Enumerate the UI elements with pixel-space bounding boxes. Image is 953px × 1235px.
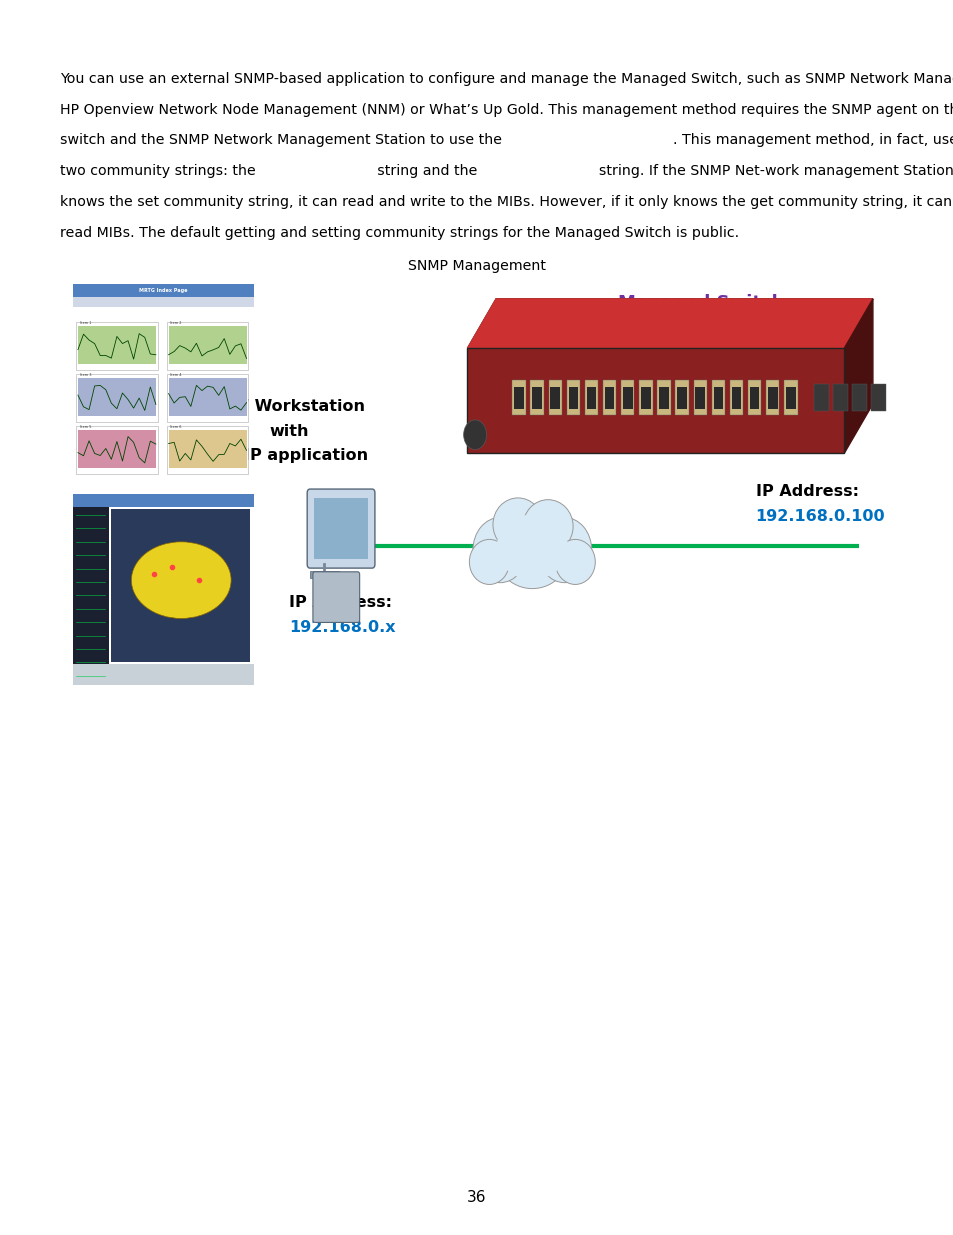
Polygon shape: [843, 299, 872, 453]
Text: SNMP application: SNMP application: [210, 448, 368, 463]
Text: IP Address:: IP Address:: [289, 595, 392, 610]
Text: Item 5: Item 5: [80, 425, 91, 429]
FancyBboxPatch shape: [72, 508, 109, 685]
FancyBboxPatch shape: [604, 387, 614, 409]
Text: Intranet: Intranet: [503, 543, 558, 557]
FancyBboxPatch shape: [851, 384, 866, 411]
FancyBboxPatch shape: [640, 387, 650, 409]
Text: 192.168.0.x: 192.168.0.x: [289, 620, 395, 635]
FancyBboxPatch shape: [313, 572, 359, 622]
FancyBboxPatch shape: [731, 387, 740, 409]
FancyBboxPatch shape: [602, 380, 616, 415]
Text: PC / Workstation: PC / Workstation: [213, 399, 364, 414]
FancyBboxPatch shape: [76, 426, 157, 473]
Text: Item 4: Item 4: [171, 373, 182, 377]
FancyBboxPatch shape: [677, 387, 686, 409]
FancyBboxPatch shape: [169, 378, 246, 416]
FancyBboxPatch shape: [78, 430, 155, 468]
Text: two community strings: the                           string and the             : two community strings: the string and th…: [60, 164, 953, 178]
FancyBboxPatch shape: [512, 380, 525, 415]
FancyBboxPatch shape: [584, 380, 598, 415]
FancyBboxPatch shape: [695, 387, 704, 409]
FancyBboxPatch shape: [76, 374, 157, 422]
FancyBboxPatch shape: [76, 322, 157, 370]
Text: read MIBs. The default getting and setting community strings for the Managed Swi: read MIBs. The default getting and setti…: [60, 226, 739, 240]
FancyBboxPatch shape: [167, 426, 248, 473]
Ellipse shape: [522, 500, 573, 553]
Text: You can use an external SNMP-based application to configure and manage the Manag: You can use an external SNMP-based appli…: [60, 72, 953, 85]
FancyBboxPatch shape: [310, 571, 338, 578]
FancyBboxPatch shape: [467, 348, 843, 453]
FancyBboxPatch shape: [870, 384, 885, 411]
Text: Item 3: Item 3: [80, 373, 91, 377]
FancyBboxPatch shape: [548, 380, 561, 415]
Ellipse shape: [537, 517, 591, 583]
Text: Item 2: Item 2: [171, 321, 182, 325]
FancyBboxPatch shape: [514, 387, 523, 409]
Text: with: with: [269, 424, 309, 438]
FancyBboxPatch shape: [785, 387, 795, 409]
FancyBboxPatch shape: [749, 387, 759, 409]
FancyBboxPatch shape: [72, 664, 253, 685]
FancyBboxPatch shape: [78, 378, 155, 416]
FancyBboxPatch shape: [314, 498, 368, 559]
Text: Managed Switch: Managed Switch: [618, 294, 783, 312]
Text: SNMP Management: SNMP Management: [408, 259, 545, 273]
FancyBboxPatch shape: [586, 387, 596, 409]
FancyBboxPatch shape: [167, 322, 248, 370]
FancyBboxPatch shape: [78, 326, 155, 364]
Text: SNMP Agent Status: Enabled: SNMP Agent Status: Enabled: [555, 319, 846, 337]
FancyBboxPatch shape: [767, 387, 777, 409]
Circle shape: [463, 420, 486, 450]
Ellipse shape: [493, 505, 571, 589]
Text: Internet/: Internet/: [501, 521, 560, 535]
FancyBboxPatch shape: [659, 387, 668, 409]
FancyBboxPatch shape: [568, 387, 578, 409]
Text: 36: 36: [467, 1191, 486, 1205]
FancyBboxPatch shape: [550, 387, 559, 409]
FancyBboxPatch shape: [72, 298, 253, 308]
Ellipse shape: [497, 515, 568, 579]
FancyBboxPatch shape: [566, 380, 579, 415]
Text: 192.168.0.100: 192.168.0.100: [755, 509, 884, 524]
Ellipse shape: [473, 517, 527, 583]
FancyBboxPatch shape: [657, 380, 670, 415]
Text: HP Openview Network Node Management (NNM) or What’s Up Gold. This management met: HP Openview Network Node Management (NNM…: [60, 103, 953, 116]
Text: knows the set community string, it can read and write to the MIBs. However, if i: knows the set community string, it can r…: [60, 195, 953, 209]
FancyBboxPatch shape: [530, 380, 543, 415]
Text: MRTG Index Page: MRTG Index Page: [139, 288, 187, 293]
FancyBboxPatch shape: [622, 387, 632, 409]
FancyBboxPatch shape: [813, 384, 828, 411]
FancyBboxPatch shape: [169, 326, 246, 364]
FancyBboxPatch shape: [307, 489, 375, 568]
FancyBboxPatch shape: [169, 430, 246, 468]
FancyBboxPatch shape: [675, 380, 688, 415]
Ellipse shape: [493, 498, 542, 551]
FancyBboxPatch shape: [765, 380, 779, 415]
FancyBboxPatch shape: [711, 380, 724, 415]
Polygon shape: [467, 299, 872, 348]
FancyBboxPatch shape: [72, 494, 253, 508]
FancyBboxPatch shape: [747, 380, 760, 415]
FancyBboxPatch shape: [713, 387, 722, 409]
FancyBboxPatch shape: [532, 387, 541, 409]
FancyBboxPatch shape: [783, 380, 797, 415]
FancyBboxPatch shape: [693, 380, 706, 415]
Text: Item 1: Item 1: [80, 321, 91, 325]
FancyBboxPatch shape: [167, 374, 248, 422]
Text: IP Address:: IP Address:: [755, 484, 858, 499]
FancyBboxPatch shape: [620, 380, 634, 415]
FancyBboxPatch shape: [832, 384, 847, 411]
Text: Item 6: Item 6: [171, 425, 182, 429]
FancyBboxPatch shape: [639, 380, 652, 415]
Text: switch and the SNMP Network Management Station to use the                       : switch and the SNMP Network Management S…: [60, 133, 953, 147]
Polygon shape: [467, 299, 872, 348]
Ellipse shape: [469, 540, 509, 584]
FancyBboxPatch shape: [729, 380, 742, 415]
Ellipse shape: [132, 542, 231, 619]
FancyBboxPatch shape: [111, 509, 250, 662]
FancyBboxPatch shape: [72, 284, 253, 298]
Ellipse shape: [555, 540, 595, 584]
